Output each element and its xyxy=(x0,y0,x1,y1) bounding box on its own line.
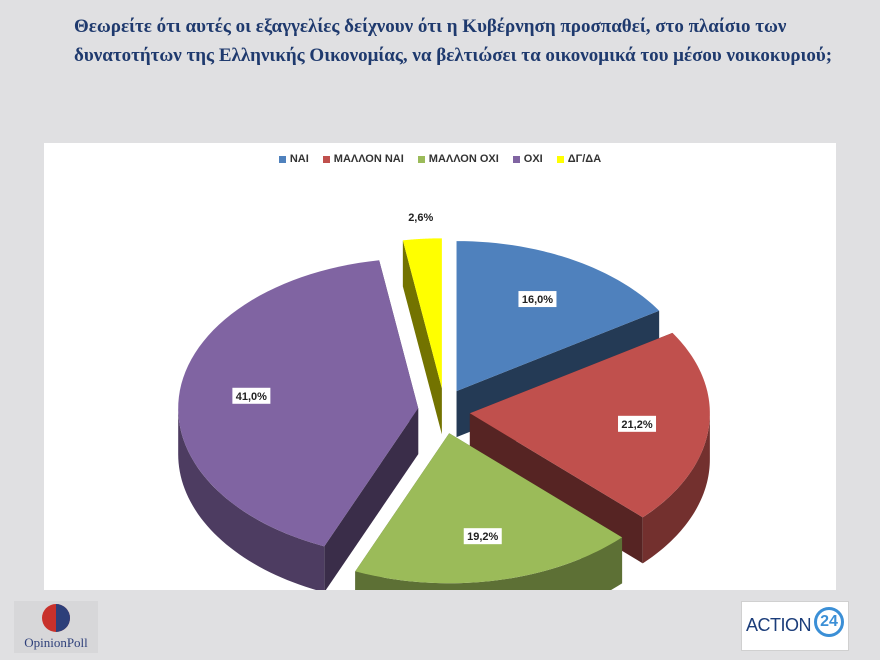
pie-slice-side xyxy=(402,240,442,435)
action24-logo-text: ACTION xyxy=(746,615,812,635)
pie-tops xyxy=(178,238,710,584)
legend-item: ΜΑΛΛΟΝ ΟΧΙ xyxy=(417,153,499,165)
pie-data-label-text: 19,2% xyxy=(467,531,498,543)
legend-swatch xyxy=(278,155,286,163)
legend-item: ΜΑΛΛΟΝ ΝΑΙ xyxy=(322,153,404,165)
pie-data-label-text: 16,0% xyxy=(522,294,553,306)
pie-data-label: 19,2% xyxy=(463,528,502,545)
pie-data-label-text: 21,2% xyxy=(621,419,652,431)
chart-panel: ΝΑΙ ΜΑΛΛΟΝ ΝΑΙ ΜΑΛΛΟΝ ΟΧΙ ΟΧΙ ΔΓ/ΔΑ 16,0% 21,… xyxy=(44,143,836,590)
pie-data-label-bg xyxy=(232,387,271,404)
question-title: Θεωρείτε ότι αυτές οι εξαγγελίες δείχνου… xyxy=(74,16,833,66)
opinion-poll-logo: OpinionPoll xyxy=(14,601,98,653)
pie-slice xyxy=(178,260,419,547)
pie-labels: 16,0% 21,2% 19,2% 41,0% 2,6% xyxy=(232,208,657,545)
action24-logo-number: 24 xyxy=(814,607,844,637)
legend-item: ΟΧΙ xyxy=(512,153,543,165)
legend-item: ΝΑΙ xyxy=(278,153,309,165)
pie-slice xyxy=(456,241,660,392)
pie-data-label-bg xyxy=(518,291,557,308)
legend-item: ΔΓ/ΔΑ xyxy=(556,153,602,165)
pie-data-label: 21,2% xyxy=(618,415,657,432)
pie-slice xyxy=(402,238,442,389)
pie-slice xyxy=(355,433,623,584)
pie-chart: 16,0% 21,2% 19,2% 41,0% 2,6% xyxy=(178,208,710,590)
chart-legend: ΝΑΙ ΜΑΛΛΟΝ ΝΑΙ ΜΑΛΛΟΝ ΟΧΙ ΟΧΙ ΔΓ/ΔΑ xyxy=(44,153,836,165)
legend-swatch xyxy=(417,155,425,163)
pie-data-label-text: 2,6% xyxy=(408,212,433,224)
pie-data-label-bg xyxy=(618,415,657,432)
action24-logo: ACTION 24 xyxy=(741,601,849,651)
legend-label: ΜΑΛΛΟΝ ΟΧΙ xyxy=(428,153,499,165)
pie-data-label-bg xyxy=(404,208,437,225)
legend-swatch xyxy=(512,155,520,163)
pie-data-label: 16,0% xyxy=(518,291,557,308)
legend-label: ΔΓ/ΔΑ xyxy=(567,153,602,165)
opinion-poll-logo-text: OpinionPoll xyxy=(24,635,88,650)
pie-slice xyxy=(469,332,710,518)
legend-label: ΜΑΛΛΟΝ ΝΑΙ xyxy=(333,153,404,165)
pie-data-label-text: 41,0% xyxy=(236,391,267,403)
pie-data-label: 41,0% xyxy=(232,387,271,404)
pie-data-label-bg xyxy=(463,528,502,545)
legend-swatch xyxy=(322,155,330,163)
legend-swatch xyxy=(556,155,564,163)
legend-label: ΝΑΙ xyxy=(289,153,309,165)
legend-label: ΟΧΙ xyxy=(523,153,543,165)
opinion-poll-logo-icon xyxy=(42,604,70,632)
pie-data-label: 2,6% xyxy=(404,208,437,225)
